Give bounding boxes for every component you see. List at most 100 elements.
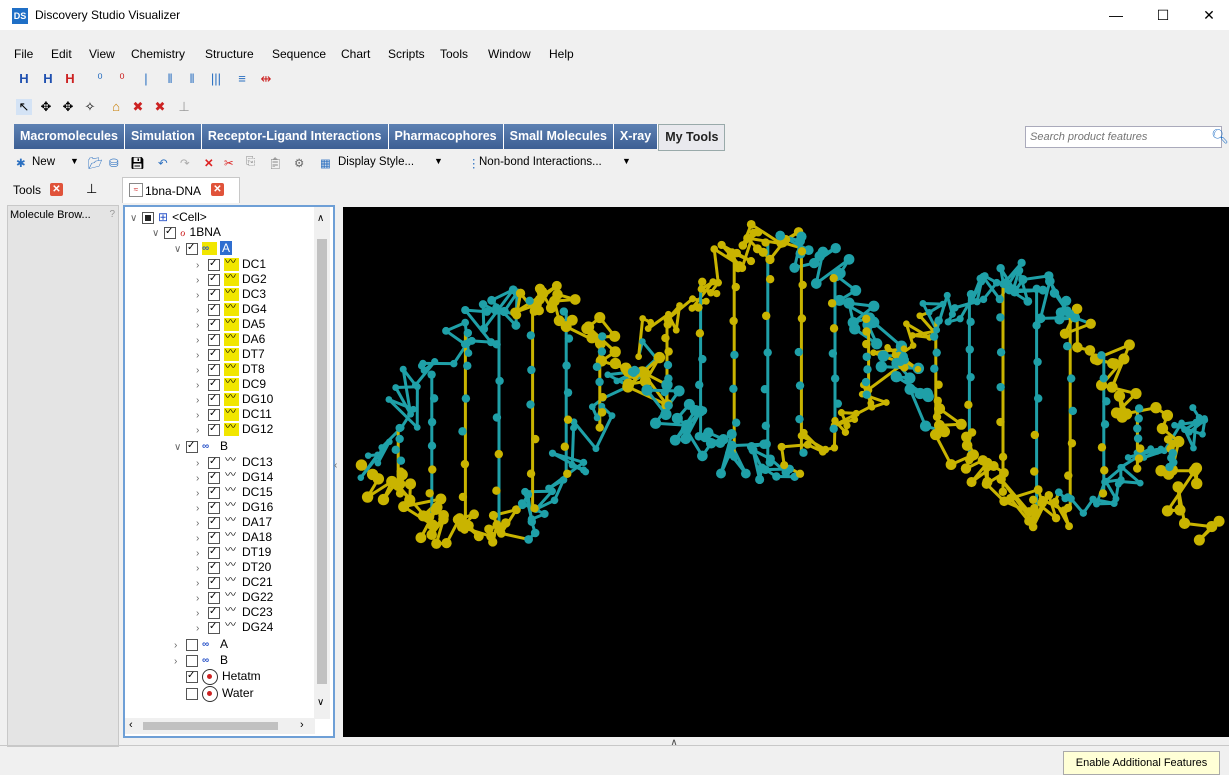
checkbox[interactable] (186, 243, 198, 255)
checkbox[interactable] (208, 409, 220, 421)
scroll-right-icon[interactable]: › (300, 719, 304, 731)
copy-icon[interactable]: ⎘ (246, 156, 255, 169)
tree-chain[interactable]: ›∞A (174, 637, 228, 652)
menu-scripts[interactable]: Scripts (388, 47, 425, 61)
menu-sequence[interactable]: Sequence (272, 47, 326, 61)
display-style-button[interactable]: Display Style... (338, 156, 414, 168)
checkbox[interactable] (164, 227, 176, 239)
tree-chain[interactable]: ›∞B (174, 653, 228, 668)
checkbox[interactable] (208, 547, 220, 559)
doc-tab[interactable]: ≈ 1bna-DNA ✕ (122, 177, 240, 203)
scroll-down-icon[interactable]: ∨ (317, 697, 324, 708)
menu-help[interactable]: Help (549, 47, 574, 61)
tree-chain-a[interactable]: ∨∞A (174, 241, 232, 256)
pin-icon[interactable]: ⊥ (86, 181, 97, 197)
paste-icon[interactable]: 📋︎ (268, 156, 283, 170)
tab-my-tools[interactable]: My Tools (658, 124, 725, 151)
3d-viewer[interactable] (343, 207, 1229, 737)
deionize-icon[interactable]: ⁰ (114, 71, 130, 87)
tree-water[interactable]: Water (186, 686, 254, 701)
checkbox[interactable] (208, 472, 220, 484)
enable-features-button[interactable]: Enable Additional Features (1063, 751, 1220, 775)
scroll-thumb[interactable] (143, 722, 278, 730)
ionize-icon[interactable]: ⁰ (92, 71, 108, 87)
checkbox[interactable] (208, 517, 220, 529)
tree-hetatm[interactable]: Hetatm (186, 669, 261, 684)
tab-simulation[interactable]: Simulation (125, 124, 202, 149)
nonbond-button[interactable]: Non-bond Interactions... (479, 156, 602, 168)
redo-icon[interactable]: ↷ (180, 156, 190, 170)
collapse-icon[interactable]: ∨ (130, 211, 142, 226)
collapse-icon[interactable]: ∨ (152, 226, 164, 241)
double-bond-icon[interactable]: ‖ (162, 71, 178, 87)
partial-double-bond-icon[interactable]: ‖ (184, 71, 200, 87)
display-style-icon[interactable]: ▦ (320, 156, 331, 170)
triple-bond-icon[interactable]: ||| (208, 71, 224, 87)
menu-chemistry[interactable]: Chemistry (131, 47, 185, 61)
translate-icon[interactable]: ✥ (60, 99, 76, 115)
bond-order-icon[interactable]: ≡ (234, 71, 250, 87)
tools-close-icon[interactable]: ✕ (50, 183, 63, 196)
undo-icon[interactable]: ↶ (158, 156, 168, 170)
checkbox[interactable] (208, 364, 220, 376)
splitter-collapse-icon[interactable]: ‹ (334, 460, 337, 471)
checkbox[interactable] (208, 562, 220, 574)
scroll-left-icon[interactable]: ‹ (129, 719, 133, 731)
new-button[interactable]: New (32, 156, 55, 168)
lock-icon[interactable]: ⊥ (176, 99, 192, 115)
checkbox[interactable] (208, 487, 220, 499)
nonbond-dropdown-icon[interactable]: ▼ (622, 156, 631, 166)
tree-chain-b[interactable]: ∨∞B (174, 439, 228, 454)
checkbox[interactable] (186, 688, 198, 700)
checkbox[interactable] (208, 592, 220, 604)
checkbox[interactable] (208, 424, 220, 436)
search-input[interactable] (1026, 127, 1202, 147)
delete-icon[interactable]: ✕ (204, 156, 214, 170)
tab-macromolecules[interactable]: Macromolecules (14, 124, 125, 149)
home-icon[interactable]: ⌂ (108, 99, 124, 115)
new-icon[interactable]: ✱ (16, 156, 26, 170)
scroll-thumb[interactable] (317, 239, 327, 684)
checkbox[interactable] (208, 607, 220, 619)
checkbox[interactable] (186, 441, 198, 453)
settings-icon[interactable]: ⚙ (294, 156, 304, 170)
checkbox[interactable] (208, 259, 220, 271)
checkbox[interactable] (208, 349, 220, 361)
tree-vertical-scrollbar[interactable]: ∧ ∨ (314, 207, 330, 719)
add-hydrogen-icon[interactable]: H (16, 71, 32, 87)
checkbox[interactable] (208, 577, 220, 589)
break-bond-icon[interactable]: ⇹ (258, 71, 274, 87)
checkbox[interactable] (208, 334, 220, 346)
open-icon[interactable]: 📂︎ (88, 156, 103, 170)
checkbox[interactable] (208, 289, 220, 301)
tab-xray[interactable]: X-ray (614, 124, 658, 149)
save-icon[interactable]: 💾︎ (130, 156, 145, 170)
molecule-browser-label[interactable]: Molecule Brow... (8, 206, 118, 224)
minimize-button[interactable]: — (1093, 0, 1139, 30)
fit-icon[interactable]: ✖ (152, 99, 168, 115)
doc-close-icon[interactable]: ✕ (211, 183, 224, 196)
checkbox[interactable] (208, 274, 220, 286)
display-style-dropdown-icon[interactable]: ▼ (434, 156, 443, 166)
cut-icon[interactable]: ✂ (224, 156, 234, 170)
checkbox[interactable] (208, 304, 220, 316)
tree-horizontal-scrollbar[interactable]: ‹ › (125, 718, 315, 734)
select-pointer-icon[interactable]: ↖ (16, 99, 32, 115)
menu-file[interactable]: File (14, 47, 33, 61)
checkbox[interactable] (186, 671, 198, 683)
nonbond-icon[interactable]: ⋮ (468, 156, 480, 170)
menu-view[interactable]: View (89, 47, 115, 61)
menu-tools[interactable]: Tools (440, 47, 468, 61)
collapse-icon[interactable]: ∨ (174, 440, 186, 455)
checkbox[interactable] (186, 655, 198, 667)
open-url-icon[interactable]: ⛁ (109, 156, 119, 170)
rotate-icon[interactable]: ✥ (38, 99, 54, 115)
checkbox[interactable] (208, 379, 220, 391)
scroll-up-icon[interactable]: ∧ (317, 213, 324, 224)
search-icon[interactable]: 🔍︎ (1211, 128, 1229, 145)
tree-root[interactable]: ∨⊞<Cell> (130, 210, 207, 225)
tab-pharmacophores[interactable]: Pharmacophores (389, 124, 504, 149)
add-polar-hydrogen-icon[interactable]: H (40, 71, 56, 87)
tab-small-molecules[interactable]: Small Molecules (504, 124, 614, 149)
